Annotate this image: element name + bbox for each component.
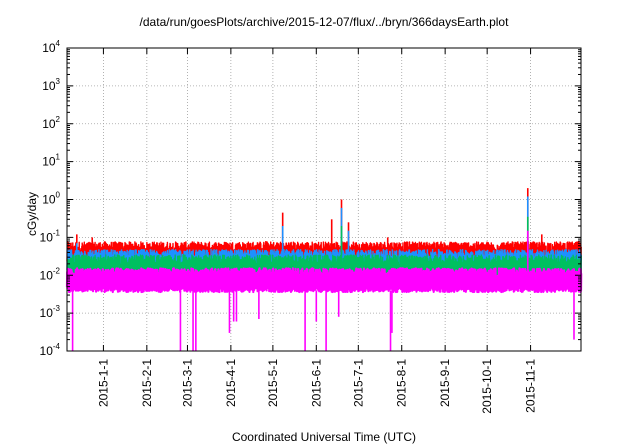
grid <box>67 48 581 351</box>
y-tick-label: 100 <box>42 191 60 207</box>
x-tick-label: 2015-1-1 <box>96 359 110 407</box>
chart-title: /data/run/goesPlots/archive/2015-12-07/f… <box>140 15 510 29</box>
x-tick-label: 2015-4-1 <box>224 359 238 407</box>
y-tick-label: 103 <box>42 77 60 93</box>
x-tick-label: 2015-6-1 <box>309 359 323 407</box>
series-line <box>65 267 583 294</box>
x-tick-label: 2015-3-1 <box>180 359 194 407</box>
axes: 10-4 10-3 10-2 10-1 100 101 102 103 104 2015-1-1 2… <box>40 39 581 414</box>
data-series <box>65 230 583 351</box>
y-axis-label: cGy/day <box>25 192 39 236</box>
y-tick-label: 101 <box>42 153 60 169</box>
x-tick-label: 2015-9-1 <box>438 359 452 407</box>
x-tick-label: 2015-8-1 <box>395 359 409 407</box>
y-tick-label: 102 <box>42 115 60 131</box>
x-tick-label: 2015-10-1 <box>480 359 494 414</box>
x-tick-label: 2015-11-1 <box>524 359 538 413</box>
plot-frame <box>66 47 582 352</box>
y-tick-label: 10-2 <box>40 266 61 282</box>
series-group <box>65 188 583 351</box>
y-tick-label: 10-1 <box>40 228 61 244</box>
x-axis-label: Coordinated Universal Time (UTC) <box>232 430 416 444</box>
y-tick-label: 10-4 <box>40 342 61 358</box>
x-tick-label: 2015-2-1 <box>140 359 154 407</box>
y-tick-label: 10-3 <box>40 304 61 320</box>
x-tick-label: 2015-7-1 <box>351 359 365 407</box>
y-tick-label: 104 <box>42 39 60 55</box>
x-tick-label: 2015-5-1 <box>266 359 280 407</box>
